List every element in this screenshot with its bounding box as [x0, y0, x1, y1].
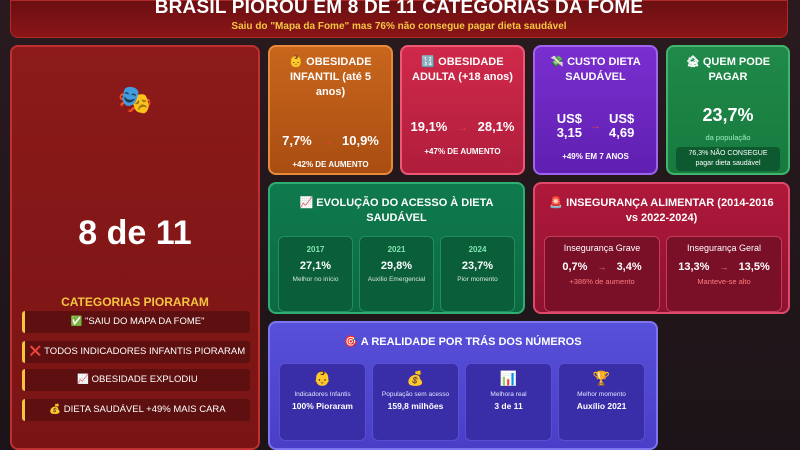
quem-pode-pagar-card: 🏚 QUEM PODE PAGAR 23,7% da população 76,… — [666, 45, 790, 175]
reality-value: Auxílio 2021 — [576, 401, 627, 411]
arrow-icon: → — [457, 122, 468, 134]
year-box: 2021 29,8% Auxílio Emergencial — [359, 236, 434, 312]
value-to-block: US$ 4,69 — [609, 112, 634, 140]
year-label: 2024 — [468, 245, 487, 254]
inseguranca-box: Insegurança Grave 0,7% → 3,4% +386% de a… — [544, 236, 660, 312]
arrow-icon: → — [321, 136, 333, 148]
box-label: Insegurança Geral — [686, 243, 762, 253]
baby-icon: 👶 — [313, 370, 332, 386]
card-values: 7,7% → 10,9% — [270, 133, 391, 148]
summary-pill: ❌ TODOS INDICADORES INFANTIS PIORARAM — [22, 341, 250, 363]
value-from: 3,15 — [556, 125, 582, 140]
card-values: US$ 3,15 → US$ 4,69 — [535, 112, 656, 140]
year-label: 2021 — [387, 245, 406, 254]
year-value: 29,8% — [380, 260, 413, 272]
year-desc: Pior momento — [457, 276, 498, 283]
box-note: Manteve-se alto — [697, 277, 751, 286]
card-note: +47% DE AUMENTO — [424, 147, 501, 156]
obesidade-infantil-card: 👶 OBESIDADE INFANTIL (até 5 anos) 7,7% →… — [268, 45, 393, 175]
value-from: 19,1% — [410, 119, 448, 134]
section-title: 📈 EVOLUÇÃO DO ACESSO À DIETA SAUDÁVEL — [299, 197, 494, 224]
year-value: 27,1% — [299, 260, 332, 272]
value-from-block: US$ 3,15 — [557, 112, 582, 140]
reality-box: 🏆 Melhor momento Auxílio 2021 — [558, 363, 645, 441]
reality-value: 100% Pioraram — [292, 401, 353, 411]
card-values: 19,1% → 28,1% — [402, 119, 523, 134]
share-label: da população — [705, 133, 751, 142]
year-box: 2024 23,7% Pior momento — [440, 236, 515, 312]
summary-pill: 💰 DIETA SAUDÁVEL +49% MAIS CARA — [22, 399, 250, 421]
page-subtitle: Saiu do "Mapa da Fome" mas 76% não conse… — [231, 21, 567, 32]
section-title: 🎯 A REALIDADE POR TRÁS DOS NÚMEROS — [344, 336, 582, 348]
bar-chart-icon: 📊 — [499, 370, 518, 386]
year-box: 2017 27,1% Melhor no início — [278, 236, 353, 312]
obesidade-adulta-card: 🔢 OBESIDADE ADULTA (+18 anos) 19,1% → 28… — [400, 45, 525, 175]
section-title: 🚨 INSEGURANÇA ALIMENTAR (2014-2016 vs 20… — [549, 197, 774, 224]
year-label: 2017 — [306, 245, 325, 254]
box-values: 0,7% → 3,4% — [545, 261, 659, 273]
value-from: 13,3% — [678, 261, 710, 273]
value-to: 10,9% — [342, 133, 379, 148]
value-to: 4,69 — [609, 125, 635, 140]
card-note: +49% EM 7 ANOS — [562, 152, 629, 161]
arrow-icon: → — [719, 262, 729, 272]
reality-value: 159,8 milhões — [387, 401, 444, 411]
currency-label: US$ — [556, 111, 582, 126]
year-desc: Melhor no início — [292, 276, 339, 283]
reality-label: Indicadores Infantis — [294, 391, 351, 398]
page-title: BRASIL PIOROU EM 8 DE 11 CATEGORIAS DA F… — [154, 0, 644, 18]
card-title: 🏚 QUEM PODE PAGAR — [685, 56, 771, 83]
inseguranca-box: Insegurança Geral 13,3% → 13,5% Manteve-… — [666, 236, 782, 312]
box-values: 13,3% → 13,5% — [667, 261, 781, 273]
evolucao-card: 📈 EVOLUÇÃO DO ACESSO À DIETA SAUDÁVEL 20… — [268, 182, 525, 314]
reality-value: 3 de 11 — [494, 401, 523, 411]
warning-line-2: pagar dieta saudável — [695, 160, 761, 167]
value-to: 13,5% — [738, 261, 770, 273]
arrow-icon: → — [597, 262, 607, 272]
reality-box: 📊 Melhora real 3 de 11 — [465, 363, 552, 441]
warning-note: 76,3% NÃO CONSEGUE pagar dieta saudável — [676, 147, 780, 171]
summary-pill: ✅ "SAIU DO MAPA DA FOME" — [22, 311, 250, 333]
header-banner: BRASIL PIOROU EM 8 DE 11 CATEGORIAS DA F… — [10, 0, 788, 38]
reality-box: 💰 População sem acesso 159,8 milhões — [372, 363, 459, 441]
summary-count: 8 de 11 — [78, 214, 192, 252]
summary-card: 🎭 8 de 11 CATEGORIAS PIORARAM ✅ "SAIU DO… — [10, 45, 260, 450]
box-note: +386% de aumento — [569, 277, 635, 286]
reality-label: População sem acesso — [381, 391, 450, 398]
custo-dieta-card: 💸 CUSTO DIETA SAUDÁVEL US$ 3,15 → US$ 4,… — [533, 45, 658, 175]
value-from: 7,7% — [282, 133, 312, 148]
summary-label: CATEGORIAS PIORARAM — [61, 295, 209, 309]
card-title: 💸 CUSTO DIETA SAUDÁVEL — [550, 56, 641, 83]
realidade-card: 🎯 A REALIDADE POR TRÁS DOS NÚMEROS 👶 Ind… — [268, 321, 658, 450]
reality-box: 👶 Indicadores Infantis 100% Pioraram — [279, 363, 366, 441]
arrow-icon: → — [590, 120, 601, 132]
summary-pill: 📈 OBESIDADE EXPLODIU — [22, 369, 250, 391]
reality-label: Melhora real — [490, 391, 527, 398]
value-to: 3,4% — [616, 261, 642, 273]
currency-label: US$ — [609, 111, 635, 126]
inseguranca-card: 🚨 INSEGURANÇA ALIMENTAR (2014-2016 vs 20… — [533, 182, 790, 314]
card-title: 🔢 OBESIDADE ADULTA (+18 anos) — [412, 56, 513, 83]
money-bag-icon: 💰 — [406, 370, 425, 386]
year-value: 23,7% — [461, 260, 494, 272]
reality-label: Melhor momento — [577, 391, 626, 398]
value-to: 28,1% — [477, 119, 515, 134]
year-desc: Auxílio Emergencial — [367, 276, 426, 283]
trophy-icon: 🏆 — [592, 370, 611, 386]
card-title: 👶 OBESIDADE INFANTIL (até 5 anos) — [289, 56, 372, 98]
theater-masks-icon: 🎭 — [117, 84, 153, 115]
card-note: +42% DE AUMENTO — [292, 160, 369, 169]
value-from: 0,7% — [562, 261, 588, 273]
box-label: Insegurança Grave — [563, 243, 641, 253]
share-value: 23,7% — [702, 105, 754, 125]
warning-line-1: 76,3% NÃO CONSEGUE — [688, 150, 768, 157]
